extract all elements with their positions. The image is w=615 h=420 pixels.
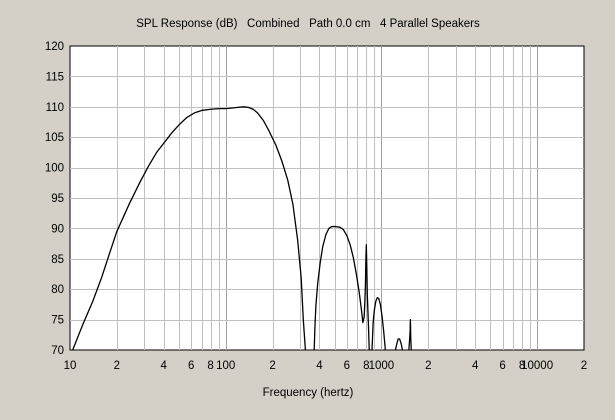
- chart-title: SPL Response (dB) Combined Path 0.0 cm 4…: [136, 18, 480, 30]
- x-tick-label: 2: [425, 360, 431, 372]
- x-tick-label: 1000: [369, 360, 395, 372]
- x-tick-label: 100: [216, 360, 235, 372]
- x-tick-label: 8: [207, 360, 213, 372]
- y-tick-label: 95: [51, 193, 64, 205]
- x-tick-label: 2: [581, 360, 587, 372]
- x-tick-label: 2: [114, 360, 120, 372]
- x-tick-label: 4: [472, 360, 479, 372]
- x-tick-label: 2: [269, 360, 275, 372]
- spl-response-line: [72, 106, 307, 351]
- x-tick-label: 6: [499, 360, 505, 372]
- spl-response-line: [394, 338, 404, 351]
- x-tick-label: 6: [344, 360, 350, 372]
- spl-response-line: [371, 297, 387, 351]
- spl-response-line: [313, 225, 370, 351]
- x-tick-label: 10: [64, 360, 77, 372]
- series-layer: [72, 106, 412, 351]
- x-tick-label: 4: [161, 360, 168, 372]
- y-tick-label: 105: [45, 132, 64, 144]
- x-tick-label: 8: [519, 360, 525, 372]
- spl-response-line: [408, 318, 412, 351]
- y-tick-label: 70: [51, 345, 64, 357]
- y-tick-label: 120: [45, 41, 64, 53]
- y-tick-label: 75: [51, 315, 64, 327]
- x-tick-label: 10000: [521, 360, 553, 372]
- y-tick-label: 100: [45, 163, 64, 175]
- x-axis-label: Frequency (hertz): [263, 387, 354, 399]
- x-tick-label: 4: [316, 360, 323, 372]
- x-tick-label: 8: [363, 360, 369, 372]
- y-tick-label: 110: [46, 102, 64, 114]
- grid-lines: [70, 46, 584, 350]
- y-tick-label: 85: [51, 254, 64, 266]
- y-tick-label: 115: [46, 71, 64, 83]
- x-tick-label: 6: [188, 360, 194, 372]
- y-tick-label: 90: [51, 223, 64, 235]
- y-axis-ticks: 70 75 80 85 90 95 100 105 110 115 120: [45, 41, 64, 357]
- y-tick-label: 80: [51, 284, 64, 296]
